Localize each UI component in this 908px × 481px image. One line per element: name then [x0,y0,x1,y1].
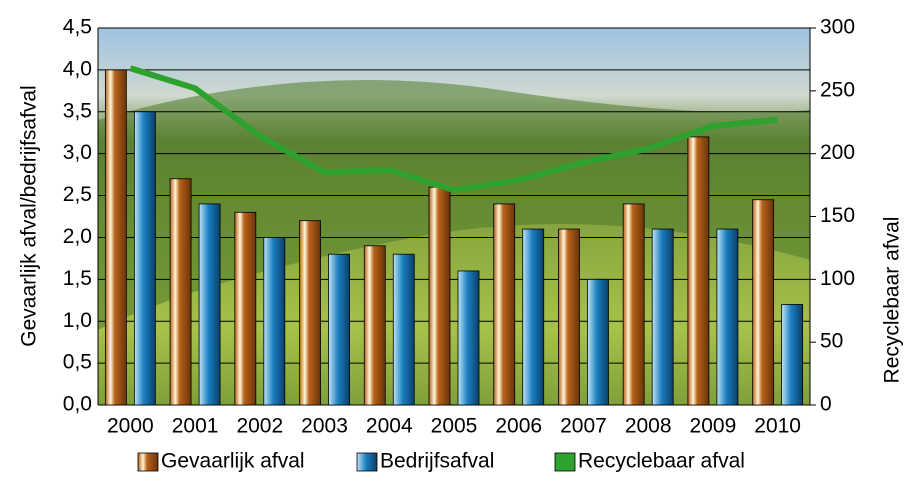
x-tick-label: 2009 [690,415,737,438]
bar [651,228,674,406]
x-tick-label: 2007 [560,415,607,438]
legend-swatch [356,452,378,472]
y-tick-label: 3,5 [63,99,92,122]
legend-swatch [137,452,159,472]
y2-tick-label: 300 [820,16,855,39]
legend-label: Bedrijfsafval [380,450,494,473]
x-tick-label: 2006 [495,415,542,438]
bar [299,220,321,406]
x-tick-label: 2002 [236,415,283,438]
y2-tick-label: 200 [820,141,855,164]
bar [133,111,156,406]
y-tick-label: 0,5 [63,351,92,374]
x-tick-label: 2008 [625,415,672,438]
line [129,65,778,194]
legend-label: Recyclebaar afval [578,450,745,473]
y-tick-label: 2,5 [63,183,92,206]
bar [687,136,710,406]
y2-tick-label: 100 [820,267,855,290]
bar [363,245,386,406]
y-tick-label: 2,0 [63,225,92,248]
bar [558,228,580,406]
y2-tick-label: 50 [820,330,843,353]
bar [169,178,192,406]
bar [392,253,415,406]
bar [234,211,257,406]
bar [328,253,350,406]
legend-swatch [554,452,576,472]
bar [104,69,127,406]
bar [263,237,286,406]
y-tick-label: 0,0 [63,393,92,416]
y-tick-label: 4,0 [63,57,92,80]
x-tick-label: 2003 [301,415,348,438]
y2-tick-label: 150 [820,204,855,227]
bar [752,199,775,406]
legend-label: Gevaarlijk afval [161,450,305,473]
y2-axis-title: Recyclebaar afval [881,217,904,384]
bar [457,270,480,406]
x-tick-label: 2005 [431,415,478,438]
y-tick-label: 1,0 [63,309,92,332]
bar [493,203,516,406]
bar [198,203,221,406]
x-tick-label: 2000 [107,415,154,438]
bar [716,228,739,406]
y-tick-label: 3,0 [63,141,92,164]
y2-tick-label: 0 [820,393,832,416]
bar [587,278,609,406]
bar [428,186,451,406]
x-tick-label: 2010 [754,415,801,438]
bar [781,304,804,406]
y2-tick-label: 250 [820,78,855,101]
y-axis-title: Gevaarlijk afval/bedrijfsafval [18,85,41,346]
bar [522,228,545,406]
y-tick-label: 4,5 [63,16,92,39]
x-tick-label: 2004 [366,415,413,438]
bar [622,203,645,406]
y-tick-label: 1,5 [63,267,92,290]
x-tick-label: 2001 [172,415,219,438]
